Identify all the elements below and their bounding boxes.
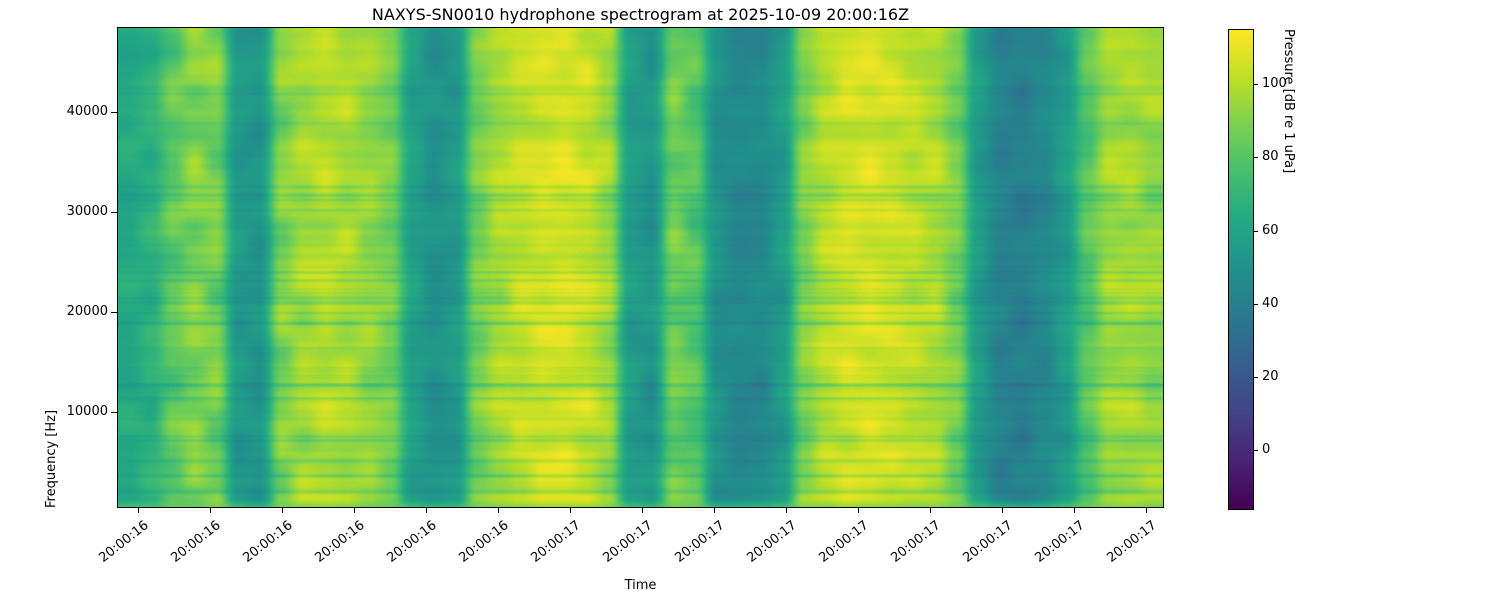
x-tick-mark (354, 508, 355, 513)
y-tick-label: 20000 (66, 304, 108, 320)
colorbar-canvas (1229, 30, 1253, 509)
x-tick-mark (786, 508, 787, 513)
x-tick-mark (858, 508, 859, 513)
y-tick-mark (111, 211, 117, 213)
colorbar-tick-mark (1254, 303, 1258, 305)
x-tick-label: 20:00:16 (95, 518, 152, 566)
x-tick-mark (498, 508, 499, 513)
x-tick-label: 20:00:17 (743, 518, 800, 566)
x-tick-mark (714, 508, 715, 513)
colorbar-tick-label: 0 (1262, 441, 1271, 457)
x-tick-mark (1074, 508, 1075, 513)
x-tick-label: 20:00:16 (455, 518, 512, 566)
x-tick-label: 20:00:17 (671, 518, 728, 566)
colorbar (1228, 29, 1254, 510)
spectrogram-canvas (118, 28, 1163, 507)
chart-title: NAXYS-SN0010 hydrophone spectrogram at 2… (371, 5, 910, 24)
x-tick-mark (1146, 508, 1147, 513)
colorbar-tick-mark (1254, 157, 1258, 159)
colorbar-tick-label: 80 (1262, 149, 1279, 165)
colorbar-tick-label: 40 (1262, 295, 1279, 311)
colorbar-label: Pressure [dB re 1 uPa] (1281, 29, 1296, 174)
x-tick-label: 20:00:17 (1103, 518, 1160, 566)
y-axis-label: Frequency [Hz] (44, 409, 59, 508)
y-tick-label: 40000 (66, 103, 108, 119)
y-tick-label: 30000 (66, 203, 108, 219)
x-tick-label: 20:00:17 (527, 518, 584, 566)
colorbar-tick-mark (1254, 449, 1258, 451)
x-tick-mark (426, 508, 427, 513)
x-tick-mark (930, 508, 931, 513)
y-tick-mark (111, 412, 117, 414)
x-tick-mark (1002, 508, 1003, 513)
colorbar-tick-label: 100 (1262, 76, 1287, 92)
x-tick-mark (138, 508, 139, 513)
x-tick-label: 20:00:16 (167, 518, 224, 566)
x-tick-label: 20:00:17 (815, 518, 872, 566)
colorbar-tick-label: 20 (1262, 368, 1279, 384)
x-tick-label: 20:00:17 (959, 518, 1016, 566)
x-tick-mark (642, 508, 643, 513)
colorbar-tick-label: 60 (1262, 222, 1279, 238)
x-tick-label: 20:00:17 (599, 518, 656, 566)
x-tick-label: 20:00:16 (383, 518, 440, 566)
y-tick-mark (111, 312, 117, 314)
colorbar-tick-mark (1254, 230, 1258, 232)
x-tick-label: 20:00:16 (239, 518, 296, 566)
y-tick-mark (111, 111, 117, 113)
x-tick-label: 20:00:17 (887, 518, 944, 566)
x-axis-label: Time (624, 578, 657, 593)
colorbar-tick-mark (1254, 84, 1258, 86)
y-tick-label: 10000 (66, 404, 108, 420)
x-tick-mark (210, 508, 211, 513)
colorbar-tick-mark (1254, 376, 1258, 378)
plot-area (117, 27, 1164, 508)
x-tick-mark (282, 508, 283, 513)
x-tick-mark (570, 508, 571, 513)
x-tick-label: 20:00:17 (1031, 518, 1088, 566)
x-tick-label: 20:00:16 (311, 518, 368, 566)
